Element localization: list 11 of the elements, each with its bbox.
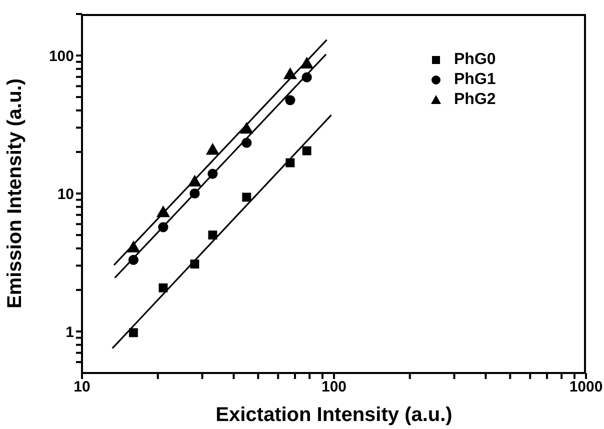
y-tick-label: 10 <box>57 186 74 203</box>
legend-label: PhG0 <box>454 51 496 69</box>
x-tick-label: 1000 <box>569 378 603 396</box>
y-axis-title: Emission Intensity (a.u.) <box>4 78 26 309</box>
x-axis-title: Exictation Intensity (a.u.) <box>216 404 452 426</box>
legend-label: PhG1 <box>454 71 496 89</box>
legend-label: PhG2 <box>454 91 496 109</box>
y-tick-label: 100 <box>48 48 74 65</box>
y-tick-label: 1 <box>66 324 74 341</box>
x-tick-label: 10 <box>74 378 90 396</box>
x-tick-label: 100 <box>321 378 347 396</box>
